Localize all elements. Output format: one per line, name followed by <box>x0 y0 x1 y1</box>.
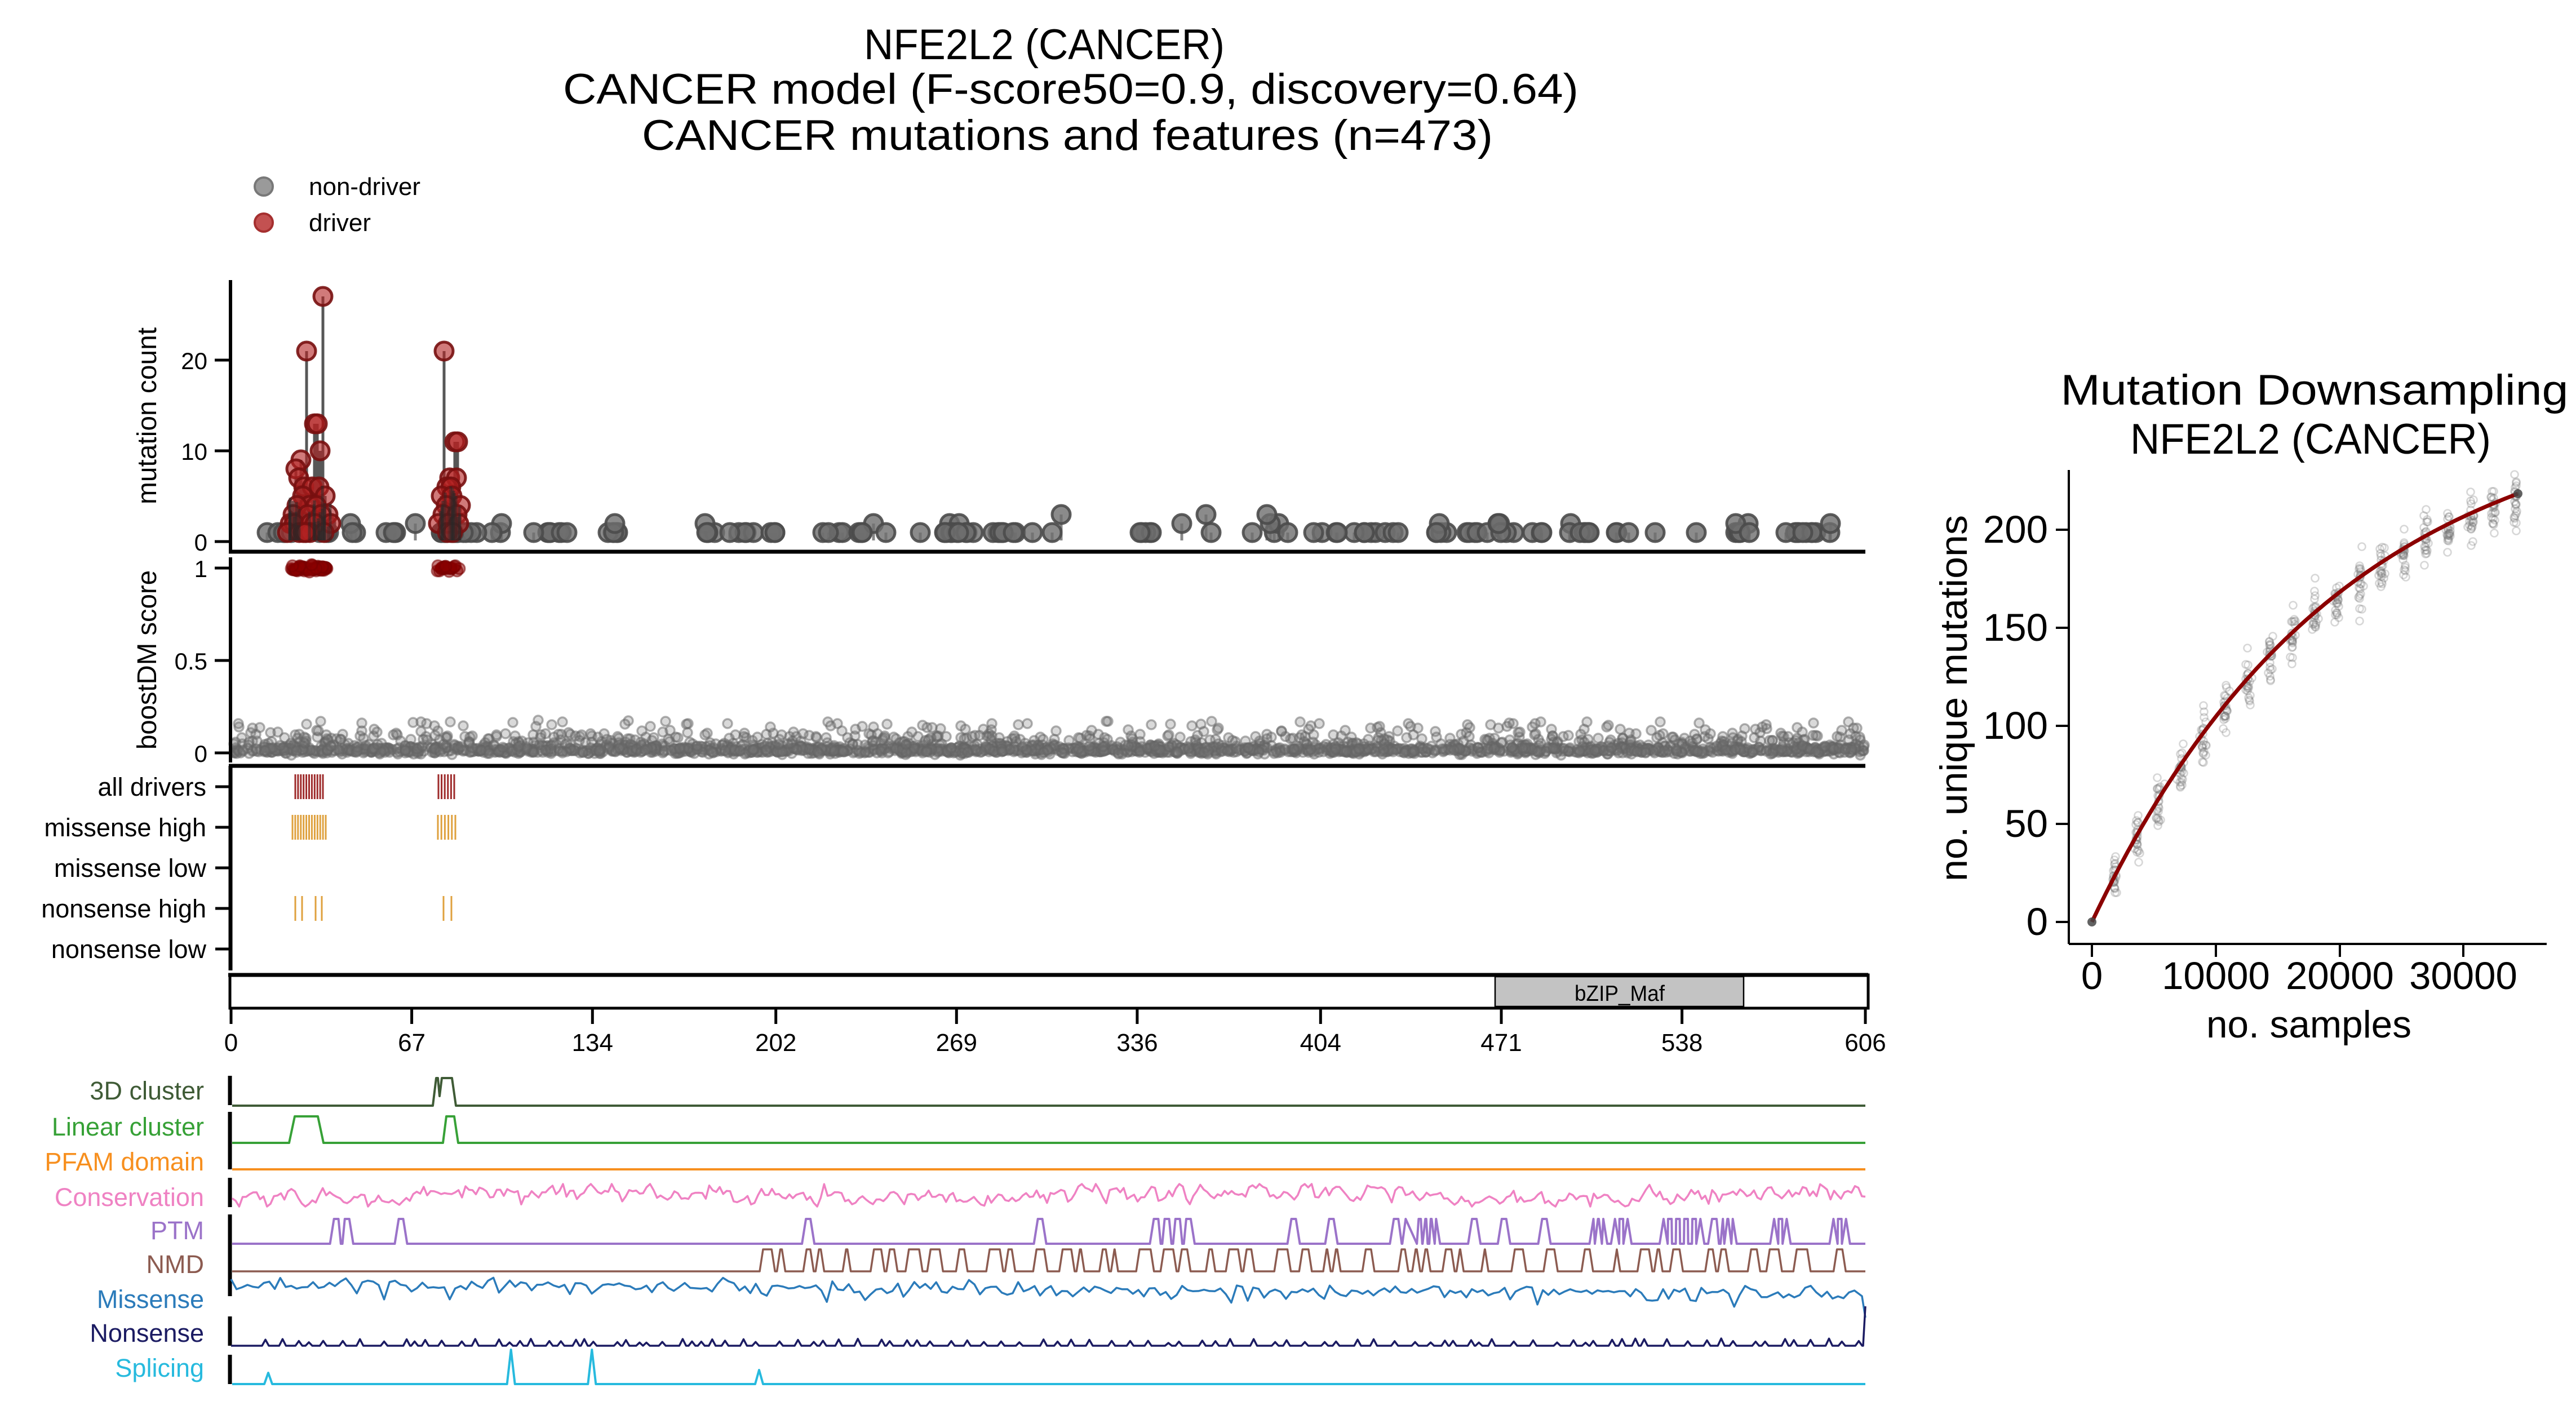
svg-text:0: 0 <box>224 1029 238 1057</box>
svg-text:0: 0 <box>194 740 207 767</box>
svg-text:boostDM score: boostDM score <box>132 570 162 750</box>
svg-text:202: 202 <box>755 1029 796 1057</box>
svg-text:538: 538 <box>1661 1029 1702 1057</box>
svg-text:non-driver: non-driver <box>309 173 420 201</box>
svg-text:20: 20 <box>181 348 207 374</box>
svg-text:bZIP_Maf: bZIP_Maf <box>1575 982 1665 1006</box>
svg-text:404: 404 <box>1300 1029 1341 1057</box>
svg-text:0: 0 <box>194 529 207 556</box>
svg-text:nonsense high: nonsense high <box>41 894 206 923</box>
svg-text:20000: 20000 <box>2286 954 2394 997</box>
svg-text:Linear cluster: Linear cluster <box>52 1112 204 1141</box>
svg-text:3D cluster: 3D cluster <box>90 1076 204 1105</box>
svg-text:Conservation: Conservation <box>55 1183 204 1212</box>
svg-text:missense high: missense high <box>44 813 206 842</box>
svg-text:CANCER mutations and features: CANCER mutations and features (n=473) <box>642 112 1493 159</box>
svg-text:missense low: missense low <box>54 854 207 883</box>
svg-text:Mutation Downsampling: Mutation Downsampling <box>2061 366 2569 414</box>
svg-text:67: 67 <box>398 1029 425 1057</box>
svg-text:no. samples: no. samples <box>2206 1003 2411 1046</box>
svg-text:nonsense low: nonsense low <box>51 935 207 964</box>
svg-text:NFE2L2 (CANCER): NFE2L2 (CANCER) <box>864 21 1225 69</box>
svg-text:0: 0 <box>2081 954 2103 997</box>
svg-text:0.5: 0.5 <box>175 648 207 675</box>
svg-text:134: 134 <box>572 1029 613 1057</box>
svg-text:269: 269 <box>936 1029 977 1057</box>
svg-text:NMD: NMD <box>147 1250 204 1279</box>
svg-text:1: 1 <box>194 556 207 582</box>
svg-text:0: 0 <box>2027 900 2048 943</box>
svg-text:Splicing: Splicing <box>115 1354 204 1382</box>
svg-text:Missense: Missense <box>97 1285 204 1314</box>
svg-text:336: 336 <box>1116 1029 1158 1057</box>
svg-text:10000: 10000 <box>2162 954 2270 997</box>
svg-text:no. unique mutations: no. unique mutations <box>1932 515 1975 881</box>
svg-text:10: 10 <box>181 438 207 465</box>
svg-text:471: 471 <box>1480 1029 1522 1057</box>
svg-text:200: 200 <box>1983 508 2048 551</box>
svg-text:100: 100 <box>1983 704 2048 747</box>
svg-text:PFAM domain: PFAM domain <box>45 1147 204 1176</box>
svg-text:Nonsense: Nonsense <box>90 1319 204 1347</box>
svg-text:driver: driver <box>309 209 371 237</box>
svg-text:606: 606 <box>1845 1029 1886 1057</box>
svg-text:mutation count: mutation count <box>132 327 162 504</box>
svg-text:all drivers: all drivers <box>97 773 206 801</box>
svg-text:150: 150 <box>1983 606 2048 649</box>
svg-text:CANCER model (F-score50=0.9, d: CANCER model (F-score50=0.9, discovery=0… <box>563 65 1579 113</box>
svg-text:NFE2L2 (CANCER): NFE2L2 (CANCER) <box>2130 415 2491 463</box>
svg-text:PTM: PTM <box>150 1216 204 1245</box>
svg-text:30000: 30000 <box>2409 954 2517 997</box>
svg-text:50: 50 <box>2005 802 2048 845</box>
